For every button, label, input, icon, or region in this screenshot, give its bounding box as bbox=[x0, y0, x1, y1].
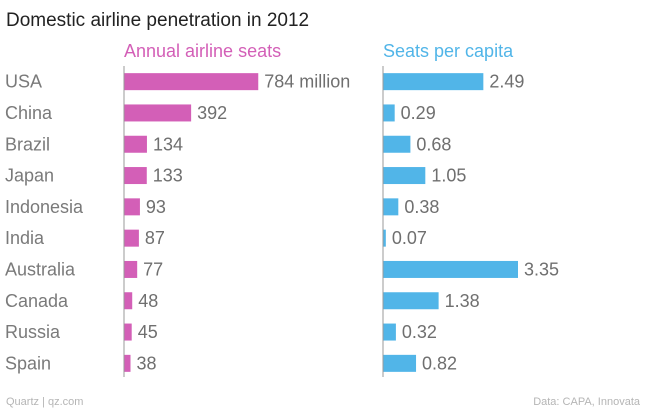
category-label-australia: Australia bbox=[5, 259, 76, 279]
source-text: Data: CAPA, Innovata bbox=[533, 396, 641, 408]
seats-bar-japan bbox=[124, 167, 147, 185]
chart-title: Domestic airline penetration in 2012 bbox=[6, 10, 309, 31]
category-label-japan: Japan bbox=[5, 166, 54, 186]
seats-value-label-usa: 784 million bbox=[264, 72, 350, 92]
per-capita-value-label-indonesia: 0.38 bbox=[404, 197, 439, 217]
per-capita-bar-australia bbox=[383, 260, 518, 278]
seats-bar-australia bbox=[124, 260, 138, 278]
per-capita-bar-china bbox=[383, 104, 395, 122]
seats-value-label-brazil: 134 bbox=[153, 134, 183, 154]
per-capita-bar-spain bbox=[383, 354, 417, 372]
per-capita-value-label-usa: 2.49 bbox=[489, 72, 524, 92]
per-capita-bar-canada bbox=[383, 292, 439, 310]
seats-value-label-japan: 133 bbox=[153, 166, 183, 186]
seats-value-label-china: 392 bbox=[197, 103, 227, 123]
per-capita-bars: 2.49 0.29 0.68 1.05 0.38 0.07 3.35 1.38 0.32 0.82 bbox=[383, 72, 559, 373]
per-capita-value-label-russia: 0.32 bbox=[402, 322, 437, 342]
category-label-brazil: Brazil bbox=[5, 134, 50, 154]
seats-value-label-spain: 38 bbox=[137, 353, 157, 373]
category-label-china: China bbox=[5, 103, 53, 123]
category-label-india: India bbox=[5, 228, 45, 248]
per-capita-value-label-spain: 0.82 bbox=[422, 353, 457, 373]
seats-bar-canada bbox=[124, 292, 133, 310]
seats-bars: 784 million 392 134 133 93 87 77 48 45 38 bbox=[124, 72, 350, 373]
category-label-usa: USA bbox=[5, 72, 42, 92]
per-capita-value-label-japan: 1.05 bbox=[431, 166, 466, 186]
per-capita-bar-russia bbox=[383, 323, 396, 341]
per-capita-bar-japan bbox=[383, 167, 426, 185]
category-label-canada: Canada bbox=[5, 291, 69, 311]
per-capita-value-label-china: 0.29 bbox=[401, 103, 436, 123]
per-capita-bar-india bbox=[383, 229, 386, 247]
category-label-spain: Spain bbox=[5, 353, 51, 373]
seats-bar-russia bbox=[124, 323, 132, 341]
per-capita-value-label-canada: 1.38 bbox=[445, 291, 480, 311]
category-label-indonesia: Indonesia bbox=[5, 197, 84, 217]
seats-value-label-india: 87 bbox=[145, 228, 165, 248]
credit-text: Quartz | qz.com bbox=[6, 396, 83, 408]
seats-bar-india bbox=[124, 229, 139, 247]
seats-value-label-indonesia: 93 bbox=[146, 197, 166, 217]
seats-bar-brazil bbox=[124, 135, 147, 153]
seats-bar-spain bbox=[124, 354, 131, 372]
per-capita-value-label-india: 0.07 bbox=[392, 228, 427, 248]
per-capita-bar-brazil bbox=[383, 135, 411, 153]
category-label-russia: Russia bbox=[5, 322, 61, 342]
per-capita-value-label-brazil: 0.68 bbox=[416, 134, 451, 154]
seats-panel-title: Annual airline seats bbox=[124, 41, 281, 61]
seats-bar-china bbox=[124, 104, 192, 122]
seats-value-label-russia: 45 bbox=[138, 322, 158, 342]
per-capita-bar-usa bbox=[383, 73, 484, 91]
seats-bar-indonesia bbox=[124, 198, 140, 216]
category-labels: USA China Brazil Japan Indonesia India Austral… bbox=[5, 72, 84, 374]
per-capita-bar-indonesia bbox=[383, 198, 399, 216]
seats-bar-usa bbox=[124, 73, 259, 91]
seats-value-label-canada: 48 bbox=[138, 291, 158, 311]
per-capita-value-label-australia: 3.35 bbox=[524, 259, 559, 279]
seats-value-label-australia: 77 bbox=[143, 259, 163, 279]
per-capita-panel-title: Seats per capita bbox=[383, 41, 514, 61]
